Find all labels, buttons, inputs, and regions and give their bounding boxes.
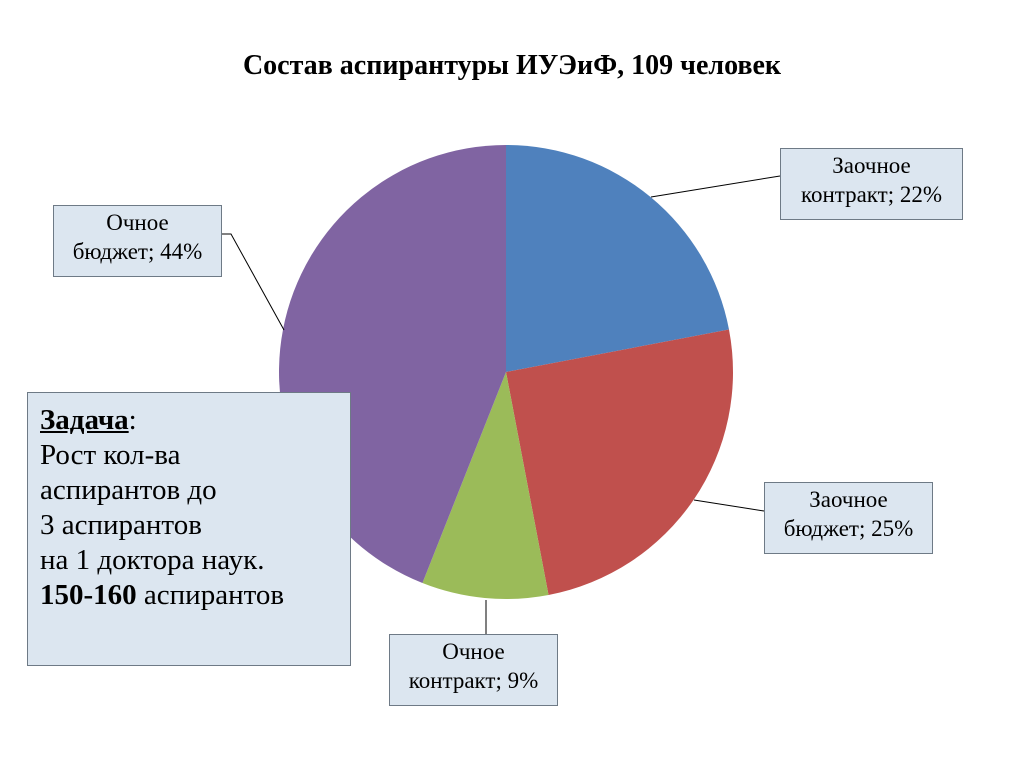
- leader-line-zaochnoe-kontrakt: [650, 175, 781, 198]
- chart-title: Состав аспирантуры ИУЭиФ, 109 человек: [242, 50, 782, 81]
- task-line-3: 3 аспирантов: [40, 509, 202, 541]
- leader-line-zaochnoe-byudzhet: [693, 499, 765, 512]
- task-line-1: Рост кол-ва: [40, 439, 181, 471]
- label-zaochnoe-byudzhet: Заочное бюджет; 25%: [764, 482, 933, 554]
- label-ochnoe-kontrakt: Очное контракт; 9%: [389, 634, 558, 706]
- label-ochnoe-byudzhet-line2: бюджет; 44%: [72, 239, 203, 264]
- label-zaochnoe-byudzhet-line2: бюджет; 25%: [783, 516, 914, 541]
- task-line-4: на 1 доктора наук.: [40, 544, 265, 576]
- task-heading-line: Задача:: [40, 403, 338, 438]
- label-zaochnoe-kontrakt-line2: контракт; 22%: [800, 182, 943, 207]
- task-heading-colon: :: [128, 404, 137, 436]
- label-ochnoe-byudzhet: Очное бюджет; 44%: [53, 205, 222, 277]
- task-line-5: 150-160 аспирантов: [40, 578, 338, 613]
- label-zaochnoe-byudzhet-line1: Заочное: [809, 487, 888, 512]
- leader-line-ochnoe-byudzhet: [222, 233, 285, 331]
- label-ochnoe-kontrakt-line1: Очное: [442, 639, 505, 664]
- label-ochnoe-kontrakt-line2: контракт; 9%: [408, 668, 539, 693]
- task-range: 150-160: [40, 579, 137, 611]
- pie-slice-2: [422, 372, 549, 600]
- label-zaochnoe-kontrakt-line1: Заочное: [832, 153, 911, 178]
- pie-slice-0: [506, 145, 729, 372]
- pie-slice-1: [506, 329, 734, 595]
- label-zaochnoe-kontrakt: Заочное контракт; 22%: [780, 148, 963, 220]
- task-box: Задача: Рост кол-ва аспирантов до 3 аспи…: [27, 392, 351, 666]
- task-heading: Задача: [40, 404, 129, 436]
- label-ochnoe-byudzhet-line1: Очное: [106, 210, 169, 235]
- task-line-5-rest: аспирантов: [136, 579, 285, 611]
- task-line-2: аспирантов до: [40, 474, 217, 506]
